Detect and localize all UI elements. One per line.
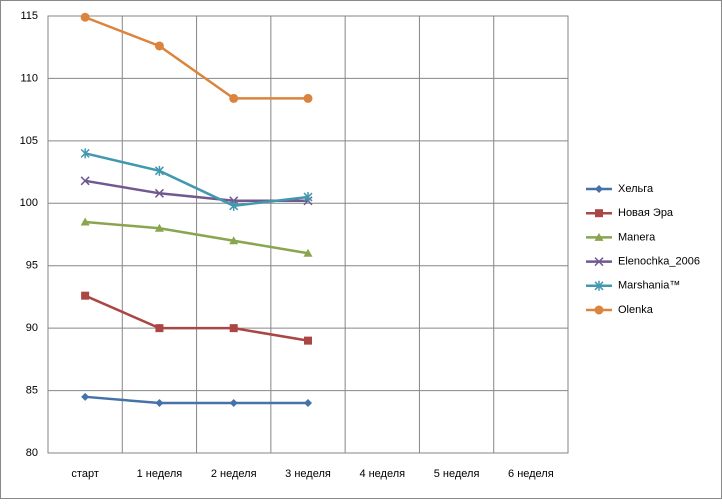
series-line [84, 16, 308, 100]
marker [595, 209, 603, 218]
series [80, 148, 313, 211]
plot-border [47, 15, 569, 454]
series [80, 217, 313, 257]
y-tick-label: 85 [26, 384, 38, 396]
marker [154, 41, 164, 51]
marker [80, 148, 90, 159]
y-tick-label: 95 [26, 260, 38, 272]
marker [594, 305, 604, 315]
series [81, 291, 312, 345]
y-tick-label: 115 [20, 10, 38, 22]
marker [304, 399, 312, 408]
marker [81, 392, 90, 401]
legend-label: Хельга [618, 183, 654, 195]
x-tick-label: 3 неделя [285, 468, 331, 480]
y-tick-label: 105 [20, 135, 38, 147]
marker [303, 192, 313, 203]
marker [80, 12, 90, 22]
marker [155, 324, 164, 333]
series-line [85, 395, 308, 405]
x-tick-label: 2 неделя [211, 468, 257, 480]
y-tick-label: 110 [20, 72, 38, 84]
marker [594, 232, 604, 241]
y-tick-label: 100 [20, 197, 38, 209]
y-tick-label: 90 [26, 322, 38, 334]
marker [229, 399, 238, 408]
marker [80, 217, 90, 226]
x-tick-label: 1 неделя [137, 468, 183, 480]
legend-label: Marshania™ [618, 280, 680, 292]
marker [229, 324, 238, 333]
marker [303, 93, 313, 103]
series [81, 392, 312, 408]
series-line [84, 294, 309, 342]
marker [154, 188, 164, 198]
marker [154, 165, 164, 176]
legend-label: Olenka [618, 304, 654, 316]
series-line [85, 220, 309, 255]
marker [594, 257, 604, 267]
legend-label: Новая Эра [618, 207, 674, 219]
marker [81, 291, 90, 300]
x-tick-label: 4 неделя [359, 468, 405, 480]
marker [155, 399, 164, 408]
marker [303, 248, 313, 257]
y-tick-label: 80 [26, 447, 38, 459]
legend-label: Elenochka_2006 [618, 256, 700, 268]
x-tick-label: 6 неделя [508, 468, 554, 480]
legend-label: Manera [618, 231, 656, 243]
marker [154, 223, 164, 232]
marker [229, 200, 239, 211]
series-line [84, 152, 309, 208]
marker [229, 93, 239, 103]
marker [304, 336, 312, 345]
marker [229, 236, 239, 245]
x-tick-label: старт [71, 468, 98, 480]
series [80, 12, 313, 103]
marker [595, 185, 603, 193]
marker [594, 280, 604, 291]
marker [80, 176, 90, 186]
x-tick-label: 5 неделя [434, 468, 480, 480]
